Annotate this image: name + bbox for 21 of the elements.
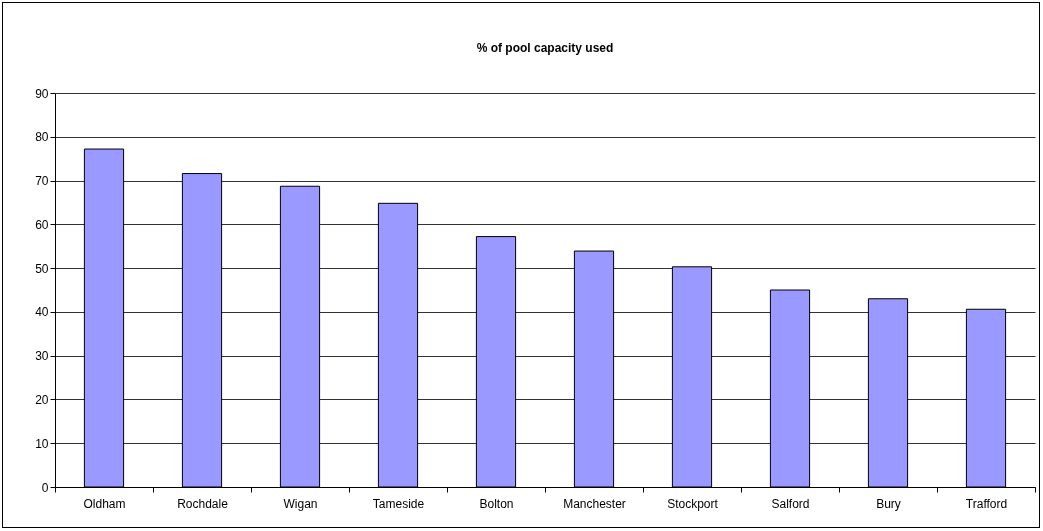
x-tick-label: Tameside [372,496,425,511]
x-tick-label: Stockport [667,496,719,511]
x-tick-label: Rochdale [177,496,229,511]
y-tick-label: 40 [35,305,49,320]
x-tick-label: Trafford [965,496,1008,511]
y-tick-label: 20 [35,392,49,407]
x-tick-label: Bury [876,496,901,511]
x-tick-label: Manchester [563,496,626,511]
y-tick-label: 70 [35,174,49,189]
y-tick-label: 30 [35,349,49,364]
y-tick-label: 90 [35,86,49,101]
x-tick-label: Salford [771,496,810,511]
y-tick-label: 0 [41,480,49,495]
chart-title: % of pool capacity used [476,41,614,55]
x-tick-label: Bolton [479,496,514,511]
x-tick-label: Wigan [283,496,318,511]
y-tick-label: 80 [35,130,49,145]
y-tick-label: 60 [35,217,49,232]
y-tick-label: 50 [35,261,49,276]
y-tick-label: 10 [35,436,49,451]
x-tick-label: Oldham [83,496,126,511]
